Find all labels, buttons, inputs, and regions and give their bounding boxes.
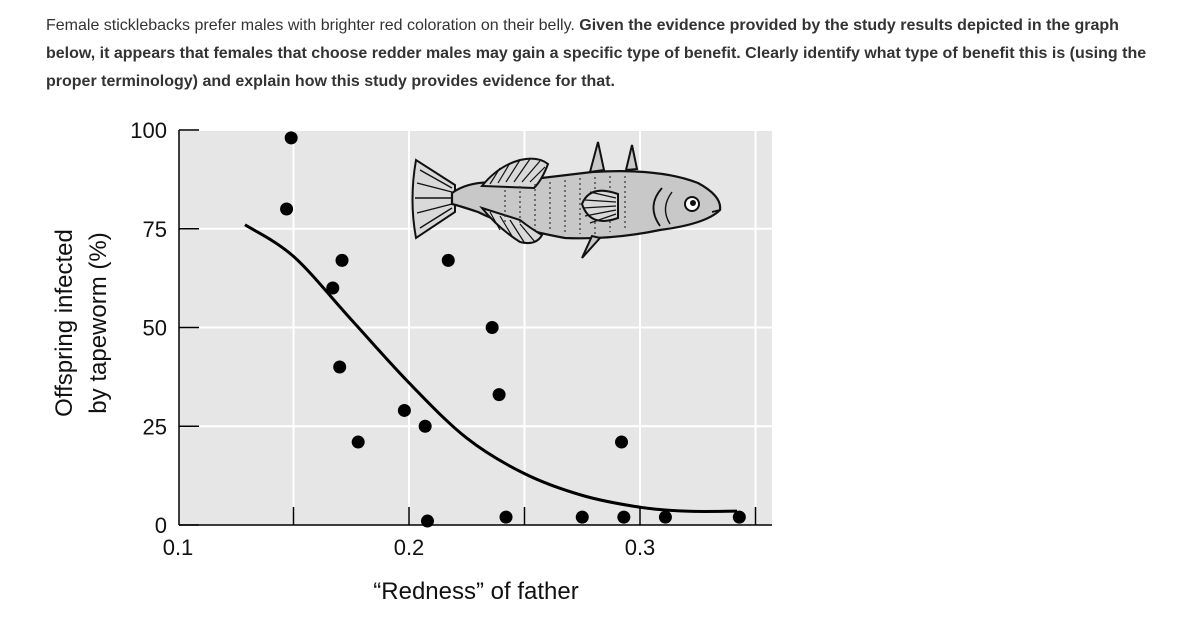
x-axis-title: “Redness” of father	[373, 578, 578, 605]
y-axis-title-line1: Offspring infected	[51, 229, 78, 417]
question-intro: Female sticklebacks prefer males with br…	[46, 17, 575, 34]
x-tick-label: 0.2	[394, 535, 425, 560]
data-point	[333, 360, 347, 374]
question-text: Female sticklebacks prefer males with br…	[46, 12, 1156, 96]
data-point	[326, 281, 340, 295]
data-point	[351, 435, 365, 449]
data-point	[418, 419, 432, 433]
data-point	[617, 510, 631, 524]
data-point	[284, 131, 298, 145]
trend-curve	[244, 223, 738, 513]
stickleback-fish-illustration	[411, 141, 722, 259]
data-point	[280, 202, 294, 216]
axes	[178, 129, 772, 526]
y-tick-label: 50	[143, 316, 167, 341]
data-points	[280, 131, 746, 528]
question-prompt: Given the evidence provided by the study…	[46, 17, 1147, 90]
tick-labels: 0 25 50 75 100 0.1 0.2 0.3	[130, 118, 655, 560]
data-point	[397, 403, 411, 417]
y-tick-label: 100	[130, 118, 167, 143]
data-point	[732, 510, 746, 524]
y-tick-label: 25	[143, 414, 167, 439]
y-tick-label: 0	[155, 513, 167, 538]
data-point	[575, 510, 589, 524]
data-point	[492, 388, 506, 402]
data-point	[420, 514, 434, 528]
x-tick-label: 0.3	[625, 535, 656, 560]
data-point	[485, 321, 499, 334]
y-axis-title-line2: by tapeworm (%)	[85, 232, 112, 413]
y-tick-label: 75	[143, 217, 167, 242]
data-point	[335, 253, 349, 267]
data-point	[658, 510, 672, 524]
x-tick-label: 0.1	[163, 535, 194, 560]
data-point	[499, 510, 513, 524]
data-point	[615, 435, 629, 449]
data-point	[441, 253, 455, 267]
